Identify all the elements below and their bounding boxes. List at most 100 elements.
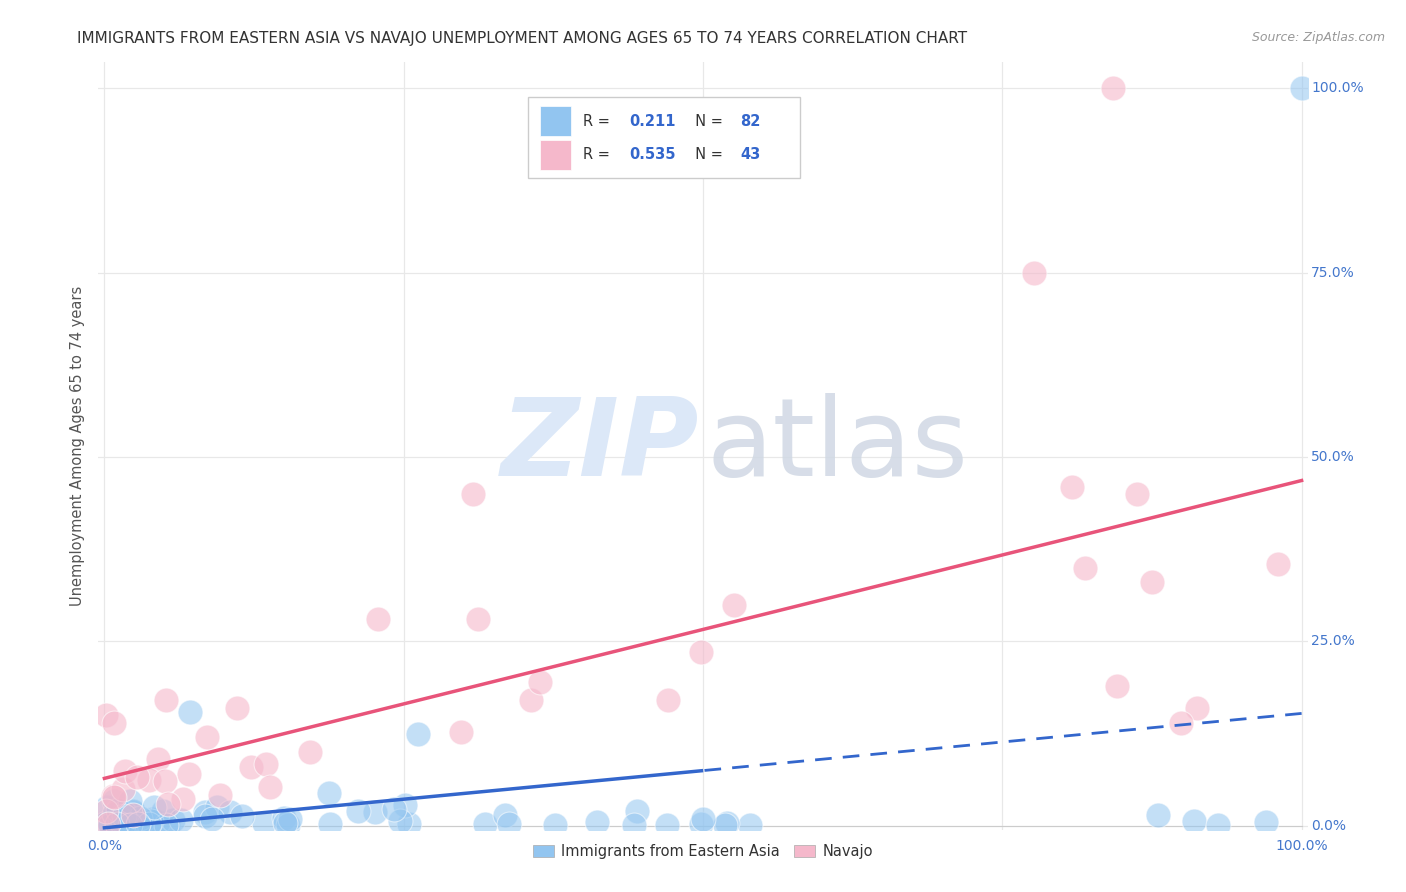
- Text: 0.0%: 0.0%: [1312, 819, 1346, 833]
- Point: [162, 814, 184, 828]
- Point: [259, 780, 281, 795]
- Point: [121, 818, 143, 832]
- Point: [132, 813, 155, 827]
- Point: [138, 816, 160, 830]
- Bar: [540, 140, 571, 170]
- Point: [125, 770, 148, 784]
- Point: [1060, 479, 1083, 493]
- FancyBboxPatch shape: [527, 97, 800, 178]
- Point: [494, 807, 516, 822]
- Point: [529, 675, 551, 690]
- Point: [121, 808, 143, 822]
- Point: [1102, 81, 1125, 95]
- Point: [117, 815, 139, 830]
- Text: IMMIGRANTS FROM EASTERN ASIA VS NAVAJO UNEMPLOYMENT AMONG AGES 65 TO 74 YEARS CO: IMMIGRANTS FROM EASTERN ASIA VS NAVAJO U…: [77, 31, 967, 46]
- Point: [253, 815, 276, 830]
- Point: [298, 745, 321, 759]
- Point: [111, 782, 134, 797]
- Text: 50.0%: 50.0%: [1312, 450, 1355, 464]
- Text: N =: N =: [686, 113, 727, 128]
- Point: [398, 816, 420, 830]
- Text: R =: R =: [583, 147, 614, 162]
- Point: [225, 701, 247, 715]
- Point: [96, 814, 118, 828]
- Point: [155, 818, 177, 832]
- Point: [169, 814, 191, 828]
- Point: [346, 804, 368, 818]
- Text: R =: R =: [583, 113, 614, 128]
- Point: [273, 811, 295, 825]
- Point: [94, 804, 117, 818]
- Point: [103, 807, 125, 822]
- Point: [105, 817, 128, 831]
- Point: [129, 811, 152, 825]
- Point: [197, 730, 219, 744]
- Point: [623, 818, 645, 832]
- Bar: [540, 106, 571, 136]
- Point: [1024, 266, 1046, 280]
- Point: [690, 817, 713, 831]
- Point: [103, 715, 125, 730]
- Point: [96, 799, 118, 814]
- Point: [108, 812, 131, 826]
- Point: [120, 811, 142, 825]
- Point: [138, 772, 160, 787]
- Point: [94, 816, 117, 830]
- Text: Source: ZipAtlas.com: Source: ZipAtlas.com: [1251, 31, 1385, 45]
- Point: [156, 817, 179, 831]
- Point: [194, 805, 217, 819]
- Point: [125, 817, 148, 831]
- Point: [388, 814, 411, 828]
- Point: [544, 818, 567, 832]
- Point: [107, 805, 129, 820]
- Text: ZIP: ZIP: [501, 393, 699, 499]
- Point: [716, 816, 738, 830]
- Point: [1147, 808, 1170, 822]
- Point: [367, 612, 389, 626]
- Point: [139, 814, 162, 828]
- Point: [394, 797, 416, 812]
- Point: [231, 809, 253, 823]
- Point: [103, 794, 125, 808]
- Point: [114, 805, 136, 820]
- Text: 25.0%: 25.0%: [1312, 634, 1355, 648]
- Point: [1074, 560, 1097, 574]
- Point: [586, 814, 609, 829]
- Point: [318, 786, 340, 800]
- Point: [461, 487, 484, 501]
- Point: [1267, 557, 1289, 571]
- Point: [319, 817, 342, 831]
- Point: [127, 817, 149, 831]
- Point: [1254, 815, 1277, 830]
- Point: [97, 813, 120, 827]
- Point: [474, 817, 496, 831]
- Point: [205, 800, 228, 814]
- Point: [278, 812, 301, 826]
- Text: 0.0%: 0.0%: [87, 839, 122, 853]
- Point: [277, 818, 299, 832]
- Text: atlas: atlas: [707, 393, 969, 499]
- Point: [1170, 715, 1192, 730]
- Text: N =: N =: [686, 147, 727, 162]
- Point: [148, 815, 170, 830]
- Point: [103, 790, 125, 805]
- Point: [153, 774, 176, 789]
- Point: [101, 789, 124, 804]
- Legend: Immigrants from Eastern Asia, Navajo: Immigrants from Eastern Asia, Navajo: [527, 838, 879, 864]
- Point: [201, 812, 224, 826]
- Point: [152, 804, 174, 818]
- Point: [120, 817, 142, 831]
- Point: [157, 797, 180, 811]
- Point: [254, 757, 277, 772]
- Text: 0.535: 0.535: [630, 147, 676, 162]
- Point: [1126, 487, 1149, 501]
- Point: [657, 693, 679, 707]
- Point: [111, 818, 134, 832]
- Point: [467, 612, 489, 626]
- Point: [1105, 679, 1128, 693]
- Point: [406, 726, 429, 740]
- Text: 75.0%: 75.0%: [1312, 266, 1355, 280]
- Point: [107, 809, 129, 823]
- Text: 100.0%: 100.0%: [1275, 839, 1327, 853]
- Point: [114, 764, 136, 778]
